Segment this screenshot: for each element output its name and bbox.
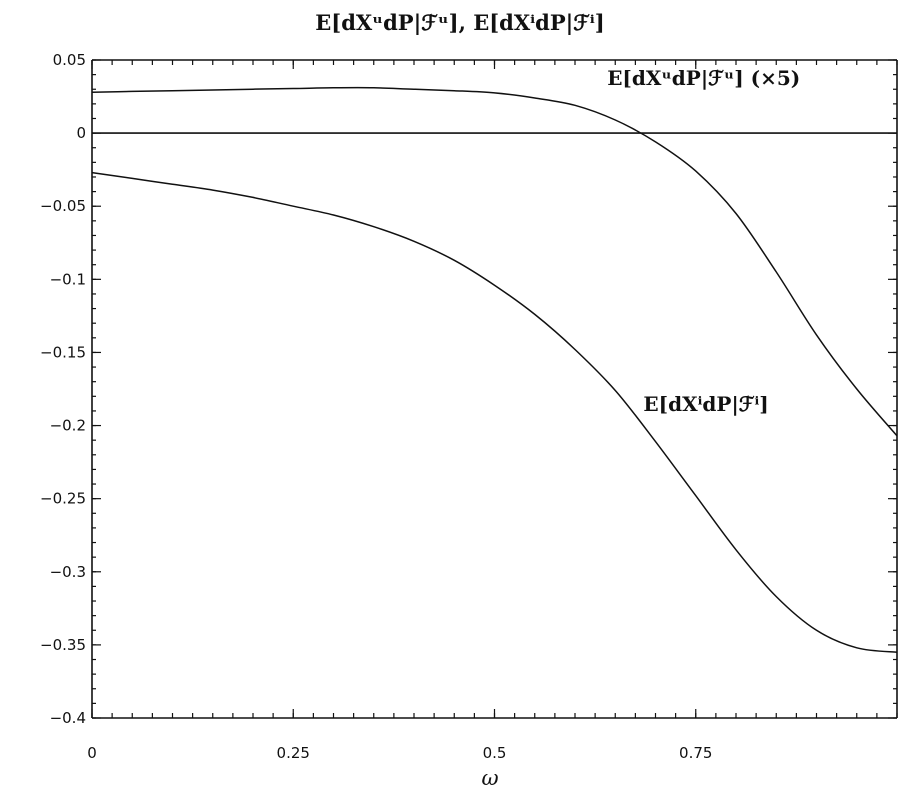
x-axis-label: ω	[481, 766, 498, 790]
x-tick-label: 0	[87, 744, 97, 762]
axis-ticks	[91, 59, 898, 719]
chart-title: E[dXᵘdP|ℱᵘ], E[dXⁱdP|ℱⁱ]	[315, 10, 604, 35]
y-tick-label: −0.4	[50, 709, 86, 727]
series-line-informed	[91, 171, 898, 653]
x-tick-label: 0.75	[679, 744, 712, 762]
y-tick-label: −0.35	[40, 636, 86, 654]
series-lines	[91, 86, 898, 653]
y-tick-label: −0.3	[50, 563, 86, 581]
y-tick-label: −0.1	[50, 270, 86, 288]
y-tick-label: −0.15	[40, 343, 86, 361]
y-tick-label: 0.05	[53, 51, 86, 69]
series-annotations: E[dXᵘdP|ℱᵘ] (×5) E[dXⁱdP|ℱⁱ]	[607, 66, 800, 416]
plot-frame	[91, 59, 898, 719]
series-line-uninformed	[91, 86, 898, 437]
axis-tick-labels: 0.05 0 −0.05 −0.1 −0.15 −0.2 −0.25 −0.3 −0.35 −0.…	[40, 51, 712, 762]
series-label-informed: E[dXⁱdP|ℱⁱ]	[643, 392, 768, 416]
y-tick-label: −0.05	[40, 197, 86, 215]
series-label-uninformed: E[dXᵘdP|ℱᵘ] (×5)	[607, 66, 800, 90]
y-tick-label: −0.2	[50, 417, 86, 435]
x-tick-label: 0.25	[277, 744, 310, 762]
y-tick-label: −0.25	[40, 490, 86, 508]
x-tick-label: 0.5	[483, 744, 507, 762]
y-tick-label: 0	[76, 124, 86, 142]
